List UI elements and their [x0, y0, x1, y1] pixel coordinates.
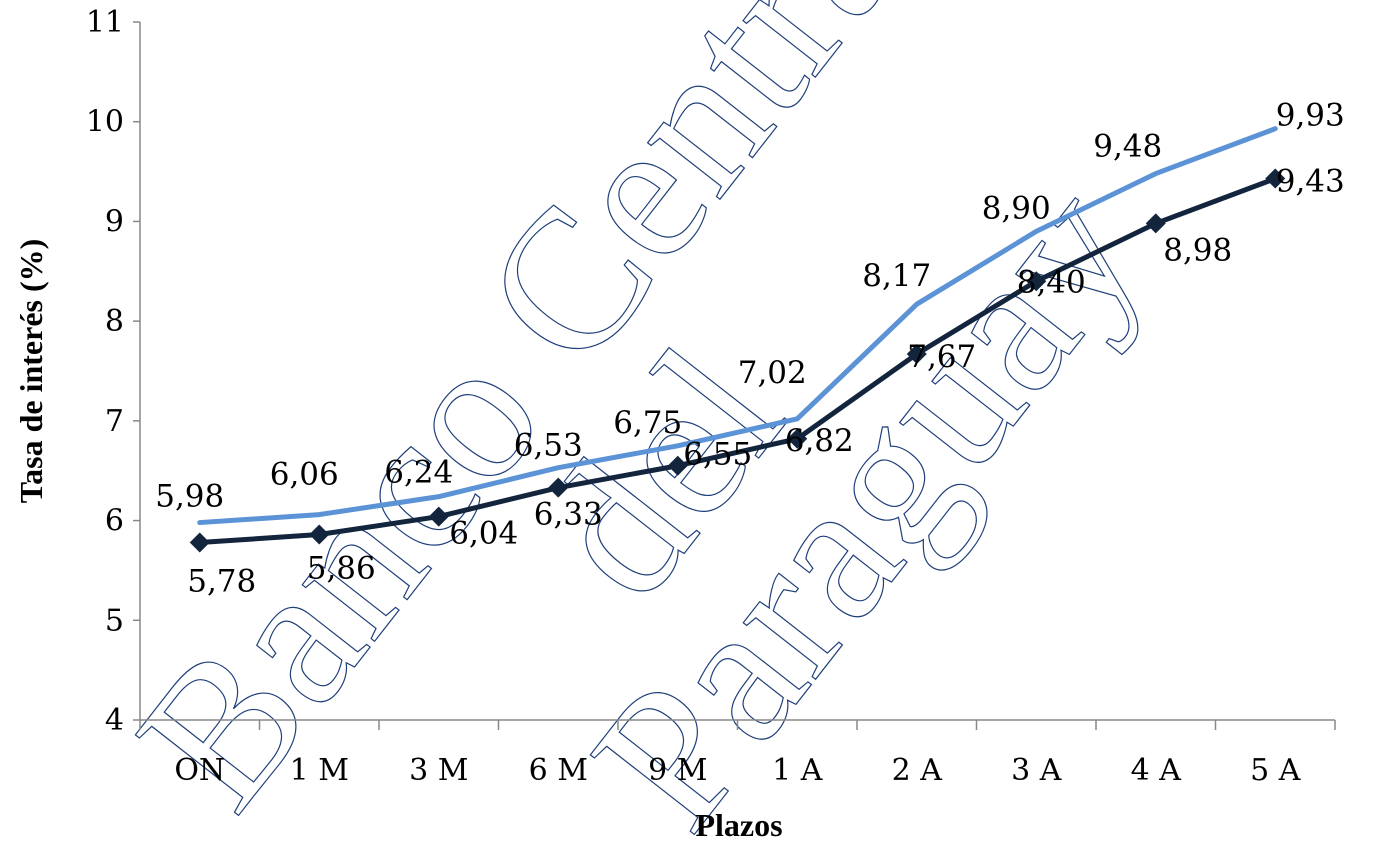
- y-tick-label: 5: [105, 603, 124, 638]
- y-tick-label: 7: [105, 404, 124, 439]
- series-1-data-label: 6,24: [384, 455, 453, 491]
- series-2-point: [428, 506, 449, 527]
- x-tick-label: 4 A: [1131, 753, 1182, 788]
- series-1-data-label: 5,98: [155, 479, 224, 515]
- series-2-point: [189, 532, 210, 553]
- series-2-data-label: 8,98: [1163, 232, 1232, 268]
- y-tick-label: 4: [105, 703, 124, 738]
- x-tick-label: 3 A: [1011, 753, 1062, 788]
- x-tick-label: 5 A: [1250, 753, 1301, 788]
- x-ticks: ON 1 M 3 M 6 M 9 M 1 A 2 A 3 A 4 A 5 A: [139, 720, 1336, 788]
- series-2-point: [309, 524, 330, 545]
- markers: [189, 168, 1286, 553]
- series-1-data-label: 8,17: [862, 258, 931, 294]
- series-2-data-label: 6,82: [785, 423, 854, 459]
- series-2-data-label: 6,55: [683, 437, 752, 473]
- y-ticks: 4 5 6 7 8 9 10 11: [86, 5, 140, 738]
- y-tick-label: 8: [105, 304, 124, 339]
- x-axis-title: Plazos: [695, 807, 782, 843]
- series-1-data-label: 6,53: [514, 428, 583, 464]
- series-2-data-label: 5,86: [307, 551, 376, 587]
- y-tick-label: 9: [105, 204, 124, 239]
- x-tick-label: 3 M: [409, 753, 468, 788]
- series-1-line: [197, 126, 1278, 526]
- x-tick-label: 9 M: [648, 753, 707, 788]
- series-2-point: [667, 455, 688, 476]
- series-lines: [197, 126, 1278, 546]
- x-tick-label: ON: [174, 753, 225, 788]
- series-1-data-label: 9,48: [1093, 129, 1162, 165]
- series-2-point: [1145, 213, 1166, 234]
- series-2-data-label: 6,33: [534, 497, 603, 533]
- series-2-data-label: 8,40: [1017, 264, 1086, 300]
- y-tick-label: 11: [86, 5, 124, 40]
- series-1-data-label: 6,75: [613, 405, 682, 441]
- series-2-data-label: 9,43: [1276, 164, 1345, 200]
- series-2-point: [787, 428, 808, 449]
- series-1-data-label: 6,06: [270, 457, 339, 493]
- series-1-data-label: 7,02: [738, 355, 807, 391]
- x-tick-label: 1 M: [290, 753, 349, 788]
- y-axis-title: Tasa de interés (%): [13, 239, 49, 504]
- series-2-line: [197, 176, 1278, 546]
- x-tick-label: 2 A: [892, 753, 943, 788]
- y-tick-label: 6: [105, 504, 124, 539]
- x-tick-label: 1 A: [772, 753, 823, 788]
- series-1-data-label: 8,90: [982, 190, 1051, 226]
- series-1-data-label: 9,93: [1276, 98, 1345, 134]
- series-2-data-label: 7,67: [907, 339, 976, 375]
- series-2-point: [548, 477, 569, 498]
- x-tick-label: 6 M: [529, 753, 588, 788]
- series-2-point: [906, 344, 927, 365]
- series-2-point: [1026, 271, 1047, 292]
- series-2-point: [1265, 168, 1286, 189]
- series-2-data-label: 6,04: [449, 516, 518, 552]
- y-tick-label: 10: [86, 105, 124, 140]
- series-2-data-label: 5,78: [187, 564, 256, 600]
- data-labels: 5,98 6,06 6,24 6,53 6,75 7,02 8,17 8,90 9,48 9,93…: [155, 98, 1345, 600]
